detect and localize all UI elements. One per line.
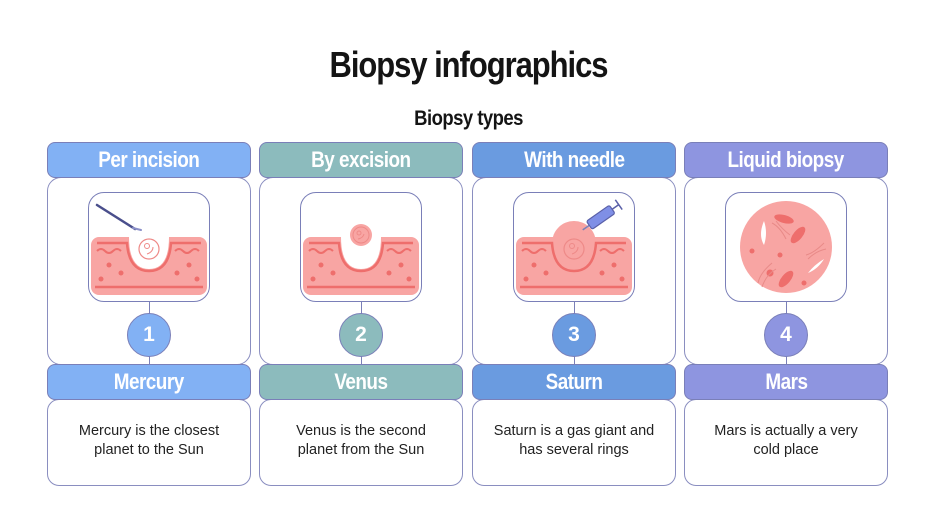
illustration-frame	[300, 192, 422, 302]
blood-sample-cells-icon	[740, 201, 832, 293]
illustration-card: 4	[684, 177, 888, 366]
biopsy-type-header: By excision	[259, 142, 463, 178]
page-title: Biopsy infographics	[329, 44, 609, 85]
page-subtitle: Biopsy types	[414, 107, 523, 130]
biopsy-type-header: Liquid biopsy	[684, 142, 888, 178]
planet-name-header: Venus	[259, 364, 463, 400]
step-number-badge: 2	[339, 313, 383, 357]
planet-name-header: Mars	[684, 364, 888, 400]
biopsy-type-header: Per incision	[47, 142, 251, 178]
biopsy-column-liquid-biopsy: Liquid biopsy 4 Mars Mars is	[684, 142, 888, 486]
needle-syringe-tissue-icon	[516, 199, 632, 295]
illustration-frame	[725, 192, 847, 302]
illustration-card: 2	[259, 177, 463, 366]
step-number-badge: 1	[127, 313, 171, 357]
step-number-badge: 4	[764, 313, 808, 357]
biopsy-column-per-incision: Per incision 1 Mercury	[47, 142, 251, 486]
description-text: Mercury is the closest planet to the Sun	[78, 423, 220, 458]
step-number-badge: 3	[552, 313, 596, 357]
excision-tissue-icon	[303, 224, 419, 295]
illustration-frame	[88, 192, 210, 302]
illustration-frame	[513, 192, 635, 302]
description-text: Saturn is a gas giant and has several ri…	[493, 423, 655, 458]
biopsy-type-header: With needle	[472, 142, 676, 178]
description-card: Mercury is the closest planet to the Sun	[47, 399, 251, 486]
description-card: Saturn is a gas giant and has several ri…	[472, 399, 676, 486]
planet-name-header: Saturn	[472, 364, 676, 400]
description-card: Venus is the second planet from the Sun	[259, 399, 463, 486]
illustration-card: 1	[47, 177, 251, 366]
illustration-card: 3	[472, 177, 676, 366]
incision-scalpel-tissue-icon	[91, 203, 207, 295]
description-text: Mars is actually a very cold place	[714, 423, 858, 458]
biopsy-column-by-excision: By excision 2 Venus Venus is	[259, 142, 463, 486]
description-card: Mars is actually a very cold place	[684, 399, 888, 486]
description-text: Venus is the second planet from the Sun	[296, 423, 426, 458]
biopsy-column-with-needle: With needle	[472, 142, 676, 486]
planet-name-header: Mercury	[47, 364, 251, 400]
